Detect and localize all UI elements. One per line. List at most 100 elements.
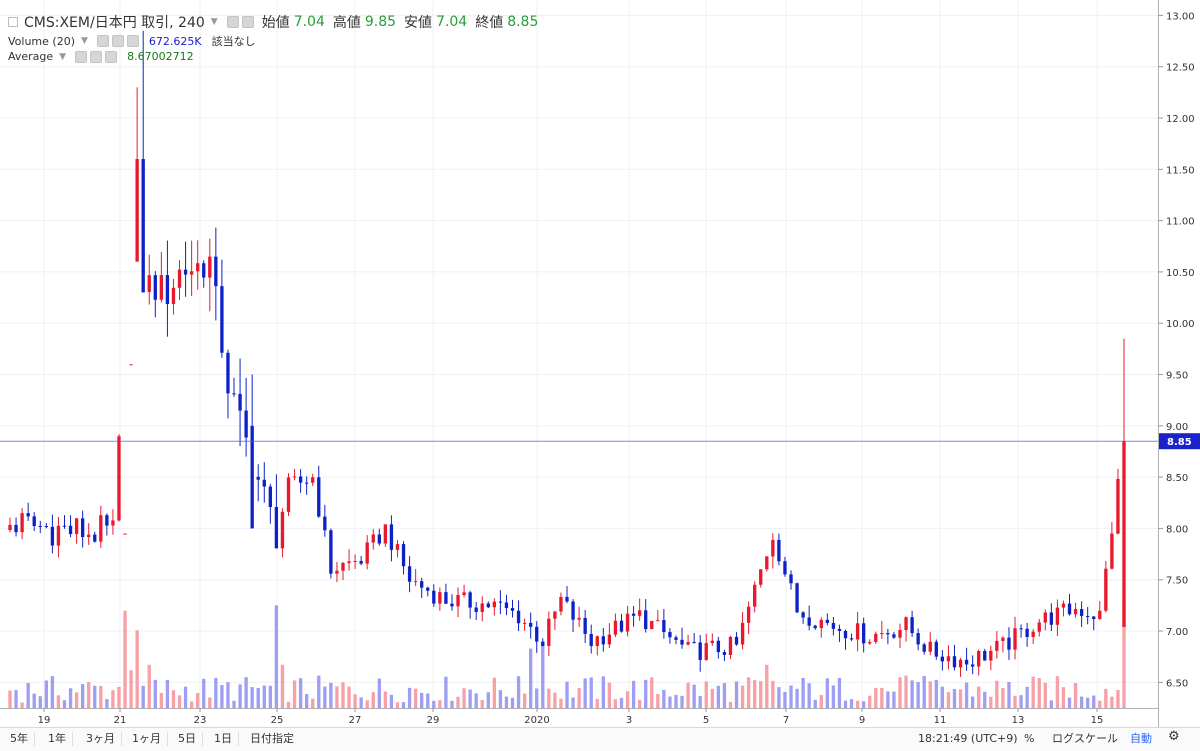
candle [759,569,763,588]
candle [456,587,460,618]
volume-bar [99,686,103,708]
volume-bar [710,688,714,708]
volume-bar [1073,683,1078,708]
candle [244,377,248,457]
symbol-title[interactable]: CMS:XEM/日本円 取引, 240 [24,15,205,31]
log-scale-button[interactable]: ログスケール [1052,732,1118,745]
close-icon[interactable] [126,35,139,47]
candle [498,590,503,615]
volume-bar [910,680,914,708]
close-icon[interactable] [105,50,118,63]
volume-bar [644,679,648,708]
candle [365,535,369,570]
candle [432,584,436,607]
candle [202,260,206,288]
eye-icon[interactable] [75,50,88,63]
chevron-down-icon[interactable]: ▼ [210,17,218,27]
chevron-down-icon[interactable]: ▼ [59,51,67,62]
candle [371,528,375,550]
range-1y-button[interactable]: 1年 [42,732,73,746]
chart-area[interactable]: 13.00 12.50 12.00 11.50 11.00 10.50 10.00 9.50 9… [0,0,1200,727]
range-5d-button[interactable]: 5日 [172,732,203,746]
volume-bar [565,681,569,708]
gear-icon[interactable]: ⚙ [1168,729,1180,744]
close-value: 8.85 [507,14,539,30]
candle [226,349,230,419]
clock-time[interactable]: 18:21:49 (UTC+9) [918,732,1018,745]
candle [958,658,963,678]
volume-bar [1007,681,1011,708]
candle [165,240,170,337]
candle [547,611,551,657]
volume-bar [262,685,266,708]
date-range-button[interactable]: 日付指定 [250,732,294,745]
volume-label[interactable]: Volume (20) [8,34,75,48]
range-5y-button[interactable]: 5年 [4,732,35,746]
volume-bar [813,699,817,708]
volume-bar [87,681,91,708]
candle [789,570,793,590]
time-tick-label: 13 [1012,715,1025,726]
candle [989,645,993,671]
collapse-icon[interactable] [8,17,18,27]
high-label: 高値 [332,15,361,31]
candle [450,594,454,611]
candle [1013,616,1017,660]
chevron-down-icon[interactable]: ▼ [81,36,88,46]
average-value: 8.67002712 [127,50,194,63]
volume-bar [8,690,12,708]
candle [1073,602,1078,618]
candle [68,515,73,538]
eye-icon[interactable] [226,16,239,28]
volume-bar [861,701,866,708]
price-tick-label: 10.00 [1166,319,1195,330]
volume-bar [1055,676,1060,708]
volume-bar [1110,696,1114,708]
candle [407,556,412,593]
candle [105,513,109,536]
candle [438,587,442,611]
candle [504,594,509,616]
eye-icon[interactable] [96,35,109,47]
volume-bar [722,683,727,708]
candle [970,655,975,675]
volume-bar [504,696,509,708]
candle [843,629,848,650]
candle [662,608,666,639]
range-1m-button[interactable]: 1ヶ月 [126,732,168,746]
volume-bar [686,682,690,708]
settings-icon[interactable] [90,50,103,63]
candle [722,649,727,661]
volume-bar [432,700,436,708]
volume-bar [1031,676,1035,708]
volume-bar [783,691,787,708]
candle [522,618,527,631]
candle [383,524,388,547]
settings-icon[interactable] [111,35,124,47]
candle [159,252,164,303]
auto-scale-button[interactable]: 自動 [1130,732,1152,745]
candles [8,30,1126,678]
current-price-label: 8.85 [1159,433,1200,450]
volume-bar [855,700,860,708]
candle [220,259,224,358]
volume-bar [1043,682,1047,708]
range-3m-button[interactable]: 3ヶ月 [80,732,122,746]
candle [753,581,757,613]
volume-bar [38,696,42,708]
volume-bar [946,692,951,708]
range-1d-button[interactable]: 1日 [208,732,239,746]
candle [656,610,660,622]
volume-bar [916,681,920,708]
candle [87,523,91,545]
average-label[interactable]: Average [8,50,54,63]
volume-bar [704,681,708,708]
candle [426,586,430,597]
bottom-toolbar: 5年 1年 3ヶ月 1ヶ月 5日 1日 日付指定 18:21:49 (UTC+9… [0,727,1200,751]
settings-icon[interactable] [241,16,254,28]
volume-bar [280,664,285,708]
candle [177,260,182,301]
percent-button[interactable]: % [1024,732,1035,745]
candle [80,510,85,548]
volume-bar [208,697,212,708]
